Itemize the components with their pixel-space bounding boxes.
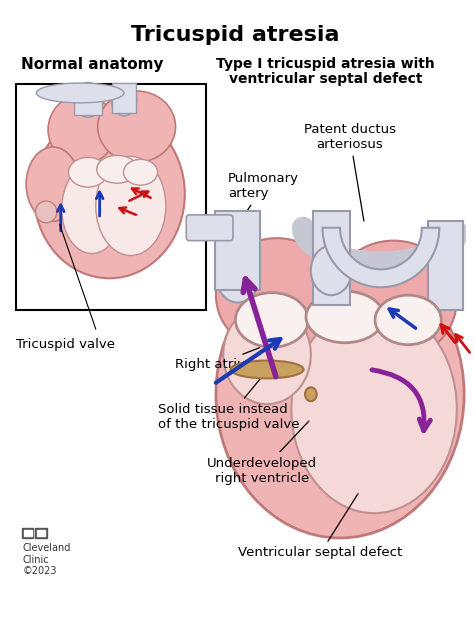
Bar [74, 85, 101, 115]
FancyBboxPatch shape [22, 528, 34, 538]
Bar [313, 211, 350, 305]
Text: Pulmonary
artery: Pulmonary artery [227, 172, 299, 241]
Bar [216, 211, 260, 290]
Ellipse shape [97, 156, 137, 183]
Ellipse shape [216, 251, 464, 538]
Text: Patent ductus
arteriosus: Patent ductus arteriosus [304, 123, 396, 221]
FancyBboxPatch shape [37, 530, 45, 536]
Ellipse shape [311, 246, 352, 295]
Ellipse shape [36, 201, 57, 223]
Ellipse shape [306, 291, 384, 343]
Bar [428, 221, 463, 310]
Ellipse shape [48, 95, 116, 164]
Ellipse shape [26, 147, 80, 221]
Ellipse shape [36, 83, 124, 103]
Text: Underdeveloped
right ventricle: Underdeveloped right ventricle [207, 421, 317, 485]
Text: ventricular septal defect: ventricular septal defect [228, 72, 422, 86]
Text: Tricuspid atresia: Tricuspid atresia [131, 25, 339, 45]
Ellipse shape [330, 241, 457, 360]
Ellipse shape [236, 293, 309, 347]
Text: Type I tricuspid atresia with: Type I tricuspid atresia with [216, 57, 435, 72]
Ellipse shape [34, 110, 185, 278]
Ellipse shape [98, 91, 175, 162]
Text: Cleveland
Clinic
©2023: Cleveland Clinic ©2023 [23, 543, 71, 576]
Bar [16, 84, 206, 310]
Bar [112, 83, 136, 113]
Ellipse shape [96, 156, 166, 256]
Ellipse shape [216, 238, 337, 352]
Ellipse shape [111, 84, 137, 116]
Text: Solid tissue instead
of the tricuspid valve: Solid tissue instead of the tricuspid va… [158, 379, 300, 431]
Ellipse shape [62, 164, 122, 254]
FancyBboxPatch shape [24, 530, 32, 536]
Text: Aorta: Aorta [428, 220, 464, 258]
Ellipse shape [223, 305, 311, 404]
Ellipse shape [216, 248, 260, 302]
Ellipse shape [74, 83, 101, 117]
Ellipse shape [69, 157, 108, 187]
Text: Tricuspid valve: Tricuspid valve [16, 338, 115, 351]
Text: Right atrium: Right atrium [174, 348, 260, 371]
Text: Normal anatomy: Normal anatomy [20, 57, 163, 72]
Ellipse shape [375, 295, 441, 345]
Wedge shape [322, 228, 439, 287]
Ellipse shape [292, 305, 457, 513]
Text: Ventricular septal defect: Ventricular septal defect [238, 494, 403, 559]
Ellipse shape [305, 388, 317, 401]
Ellipse shape [230, 361, 303, 378]
FancyBboxPatch shape [186, 215, 233, 241]
FancyBboxPatch shape [36, 528, 47, 538]
Ellipse shape [124, 159, 157, 185]
